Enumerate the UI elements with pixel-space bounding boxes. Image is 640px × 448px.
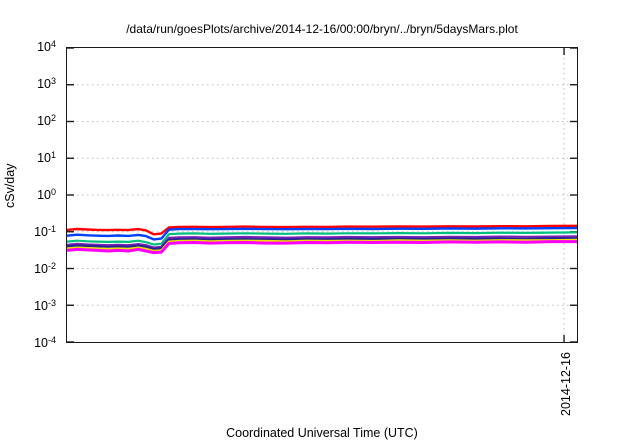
y-tick-label: 102 (37, 112, 56, 128)
y-axis-ticks: 104 103 102 101 100 10-1 10-2 10-3 10-4 (0, 39, 62, 350)
x-axis-label: Coordinated Universal Time (UTC) (226, 426, 418, 440)
series-line-magenta (67, 240, 577, 255)
plot-canvas (67, 48, 577, 342)
y-tick-label: 10-2 (34, 260, 56, 276)
y-tick-label: 10-4 (34, 334, 56, 350)
y-tick-label: 104 (37, 38, 56, 54)
chart-title: /data/run/goesPlots/archive/2014-12-16/0… (126, 22, 518, 36)
series-line-violet (67, 235, 577, 249)
x-tick-label-date: 2014-12-16 (559, 352, 573, 416)
series-line-red (67, 224, 577, 236)
plot-area (66, 47, 578, 343)
y-tick-label: 10-1 (34, 223, 56, 239)
y-tick-label: 101 (37, 149, 56, 165)
series-line-navy (67, 237, 577, 251)
y-tick-label: 10-3 (34, 297, 56, 313)
series-line-yellow (67, 238, 577, 253)
y-tick-label: 103 (37, 75, 56, 91)
y-tick-label: 100 (37, 186, 56, 202)
series-line-blue (67, 226, 577, 241)
series-line-green (67, 231, 577, 246)
